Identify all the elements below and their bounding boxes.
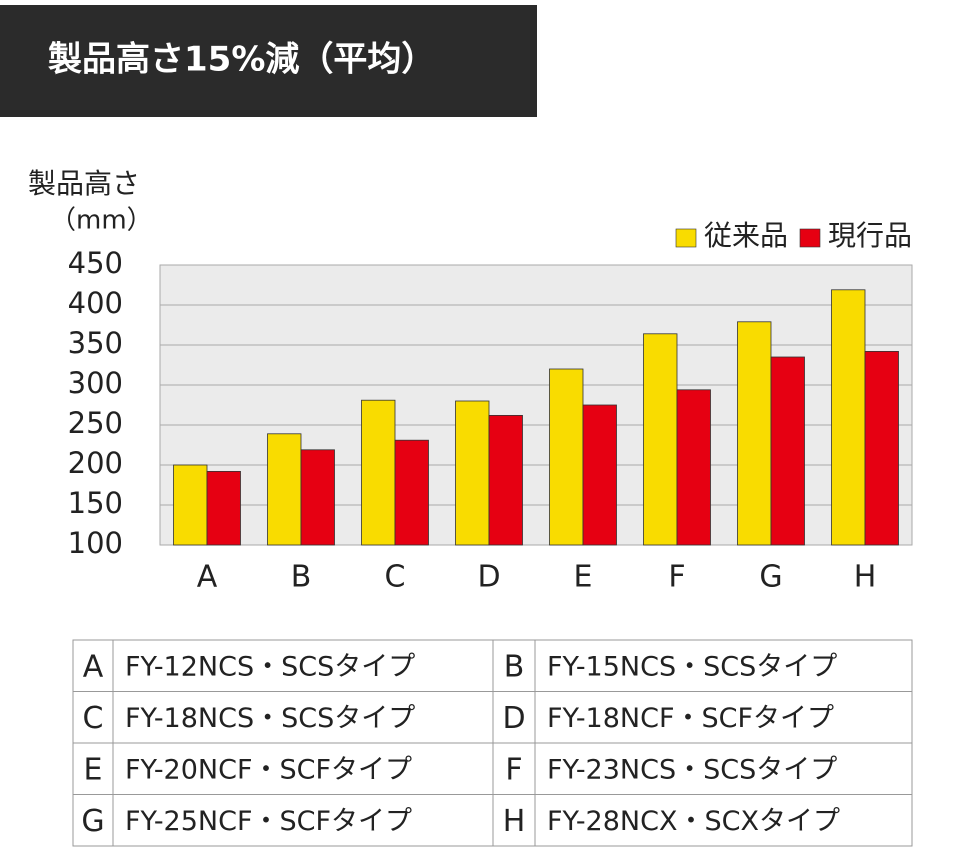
legend-label: 現行品 [828,219,912,252]
table-cell [534,742,913,795]
y-tick-label: 400 [68,286,123,320]
table-cell [534,691,913,744]
bar [770,356,805,546]
legend-swatch [675,228,697,248]
table-text: FY-25NCF・SCFタイプ [125,806,412,837]
table-cell [72,742,114,795]
y-axis-unit: （mm） [50,206,153,236]
bar [455,400,490,546]
table-text: FY-18NCS・SCSタイプ [125,703,415,734]
x-tick-label: C [385,560,406,595]
bar [676,389,711,546]
bar [361,399,396,546]
x-tick-label: B [291,560,312,595]
legend-label: 従来品 [704,219,788,252]
table-cell [534,794,913,847]
table-cell [492,794,536,847]
bar [864,350,899,546]
table-key: D [502,701,525,736]
table-cell [72,794,114,847]
y-axis-label: 製品高さ [28,167,140,200]
table-text: FY-20NCF・SCFタイプ [125,754,412,785]
title-box [0,5,537,117]
bar [267,433,302,546]
bar [737,321,772,546]
table-cell [112,639,494,692]
y-tick-label: 150 [68,486,123,520]
table-text: FY-23NCS・SCSタイプ [547,754,837,785]
x-tick-label: F [668,560,685,595]
y-tick-label: 300 [68,366,123,400]
table-text: FY-15NCS・SCSタイプ [547,651,837,682]
table-cell [72,639,114,692]
table-cell [112,742,494,795]
page-title: 製品高さ15%減（平均） [48,40,435,80]
table-cell [112,794,494,847]
x-tick-label: H [854,560,877,595]
x-tick-label: D [477,560,500,595]
bar [549,368,584,546]
table-cell [492,742,536,795]
y-tick-label: 450 [68,246,123,280]
table-text: FY-18NCF・SCFタイプ [547,703,834,734]
bar [173,464,208,546]
table-key: B [504,649,525,684]
legend-swatch [799,228,821,248]
table-key: G [81,804,104,839]
bar [582,404,617,546]
bar [488,414,523,546]
table-key: A [83,649,104,684]
table-key: F [505,752,522,787]
bar [394,439,429,546]
table-key: C [83,701,104,736]
table-key: H [503,804,526,839]
table-key: E [84,752,103,787]
y-tick-label: 250 [68,406,123,440]
y-tick-label: 100 [68,526,123,560]
table-cell [534,639,913,692]
y-tick-label: 200 [68,446,123,480]
bar [300,449,335,546]
x-tick-label: A [197,560,218,595]
x-tick-label: G [759,560,782,595]
x-tick-label: E [574,560,593,595]
table-text: FY-28NCX・SCXタイプ [547,806,840,837]
table-cell [112,691,494,744]
table-cell [72,691,114,744]
bar [643,333,678,546]
table-cell [492,639,536,692]
bar [831,289,866,546]
bar [206,470,241,546]
table-text: FY-12NCS・SCSタイプ [125,651,415,682]
y-tick-label: 350 [68,326,123,360]
